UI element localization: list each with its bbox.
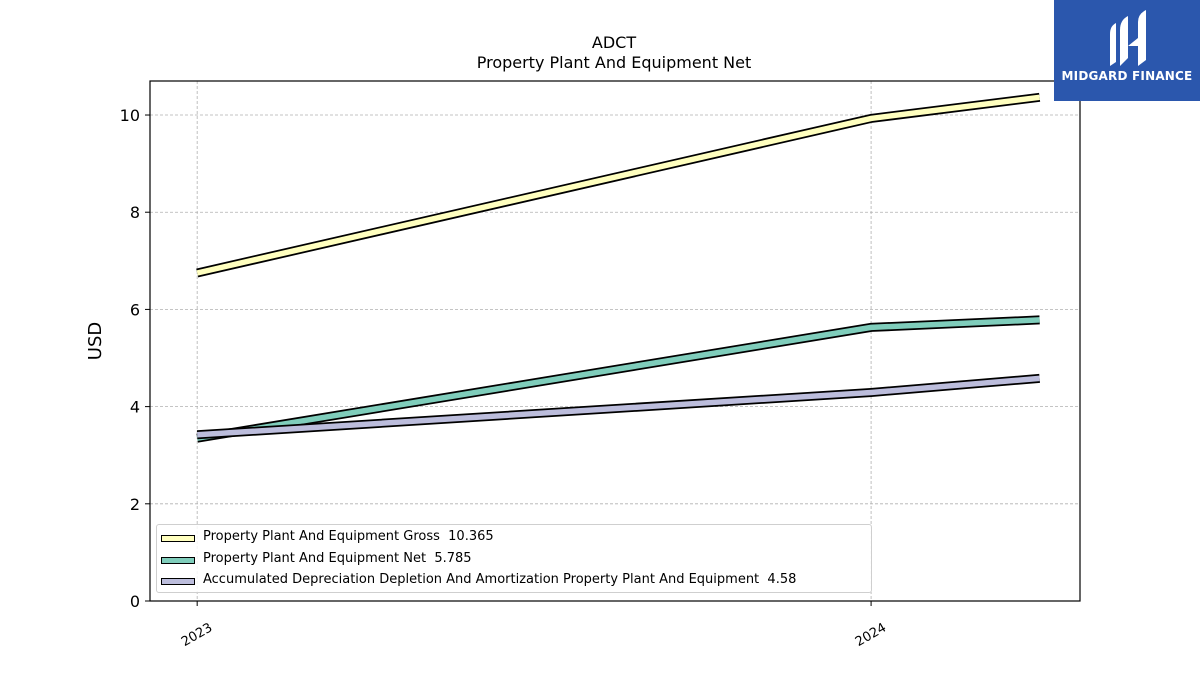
legend-label-gross: Property Plant And Equipment Gross 10.36… [203, 529, 494, 544]
chart-subtitle: Property Plant And Equipment Net [477, 53, 752, 72]
y-ticks: 0 2 4 6 8 10 [120, 106, 150, 611]
legend-swatch-net [161, 557, 195, 564]
x-tick-label: 2023 [179, 620, 215, 650]
y-tick-label: 10 [120, 106, 140, 125]
chart-title: ADCT [592, 33, 636, 52]
midgard-finance-logo: MIDGARD FINANCE [1054, 0, 1200, 101]
series-fill [196, 317, 1040, 441]
series-fill [197, 375, 1040, 438]
series-line-3 [196, 373, 1040, 440]
x-ticks: 2023 2024 [179, 601, 889, 650]
series-fill [196, 94, 1040, 276]
logo-mark-icon [1110, 10, 1146, 66]
legend-label-net: Property Plant And Equipment Net 5.785 [203, 551, 472, 566]
legend-label-depreciation: Accumulated Depreciation Depletion And A… [203, 572, 797, 587]
legend-item-net: Property Plant And Equipment Net 5.785 [157, 550, 871, 568]
legend-swatch-depreciation [161, 578, 195, 585]
y-tick-label: 4 [130, 398, 140, 417]
grid [150, 81, 1080, 602]
y-axis-label: USD [85, 322, 106, 360]
y-tick-label: 0 [130, 592, 140, 611]
series-line-2 [196, 315, 1040, 443]
series-outline [196, 315, 1040, 443]
legend: Property Plant And Equipment Gross 10.36… [156, 524, 872, 593]
series-line-1 [196, 92, 1041, 278]
y-tick-label: 6 [130, 300, 140, 319]
x-tick-label: 2024 [853, 620, 889, 650]
series-lines [196, 92, 1041, 443]
y-tick-label: 8 [130, 203, 140, 222]
plot-frame [149, 80, 1081, 602]
legend-item-depreciation: Accumulated Depreciation Depletion And A… [157, 571, 871, 589]
legend-item-gross: Property Plant And Equipment Gross 10.36… [157, 528, 871, 546]
y-tick-label: 2 [130, 495, 140, 514]
logo-text: MIDGARD FINANCE [1061, 69, 1193, 83]
legend-swatch-gross [161, 535, 195, 542]
